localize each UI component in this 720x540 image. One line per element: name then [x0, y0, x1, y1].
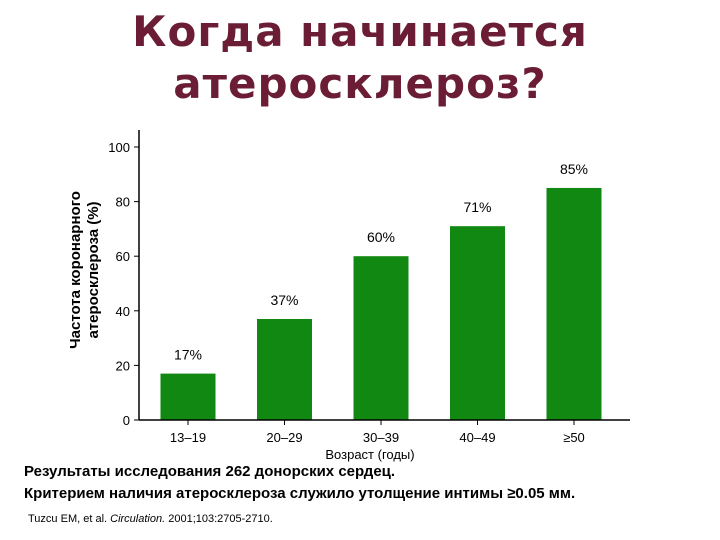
bar — [546, 187, 602, 420]
citation: Tuzcu EM, et al. Circulation. 2001;103:2… — [28, 513, 273, 525]
data-label: 71% — [463, 199, 491, 215]
citation-journal: Circulation. — [110, 513, 166, 525]
x-tick-label: 13–19 — [170, 430, 206, 445]
citation-authors: Tuzcu EM, et al. — [28, 513, 108, 525]
y-tick-label: 80 — [116, 195, 130, 210]
criterion-note: Критерием наличия атеросклероза служило … — [24, 485, 576, 502]
x-tick-label: 30–39 — [363, 430, 399, 445]
y-tick-label: 0 — [123, 413, 130, 428]
x-tick-label: 40–49 — [459, 430, 495, 445]
y-tick-label: 100 — [108, 140, 130, 155]
y-axis-title: Частота коронарного атеросклероза (%) — [67, 191, 102, 349]
study-note: Результаты исследования 262 донорских се… — [24, 463, 396, 480]
bar — [160, 373, 216, 420]
data-label: 37% — [270, 292, 298, 308]
bar — [450, 226, 505, 420]
bar — [257, 318, 312, 420]
bar — [353, 256, 409, 420]
title-line-2: атеросклероз? — [173, 59, 547, 108]
data-label: 85% — [560, 161, 588, 177]
citation-ref: 2001;103:2705-2710. — [168, 513, 273, 525]
y-tick-label: 60 — [116, 249, 130, 264]
y-tick-label: 40 — [116, 304, 130, 319]
y-tick-label: 20 — [116, 358, 130, 373]
data-label: 17% — [174, 347, 202, 363]
x-tick-label: 20–29 — [266, 430, 302, 445]
data-label: 60% — [367, 229, 395, 245]
title-line-1: Когда начинается — [132, 7, 588, 56]
slide-title: Когда начинается атеросклероз? — [0, 6, 720, 110]
y-axis-title-line-2: атеросклероза (%) — [85, 201, 102, 338]
y-axis-title-line-1: Частота коронарного — [67, 191, 84, 349]
x-tick-label: ≥50 — [563, 430, 585, 445]
x-axis-title: Возраст (годы) — [325, 447, 414, 462]
